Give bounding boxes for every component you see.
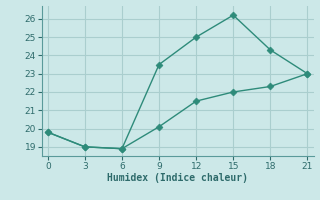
X-axis label: Humidex (Indice chaleur): Humidex (Indice chaleur) <box>107 173 248 183</box>
